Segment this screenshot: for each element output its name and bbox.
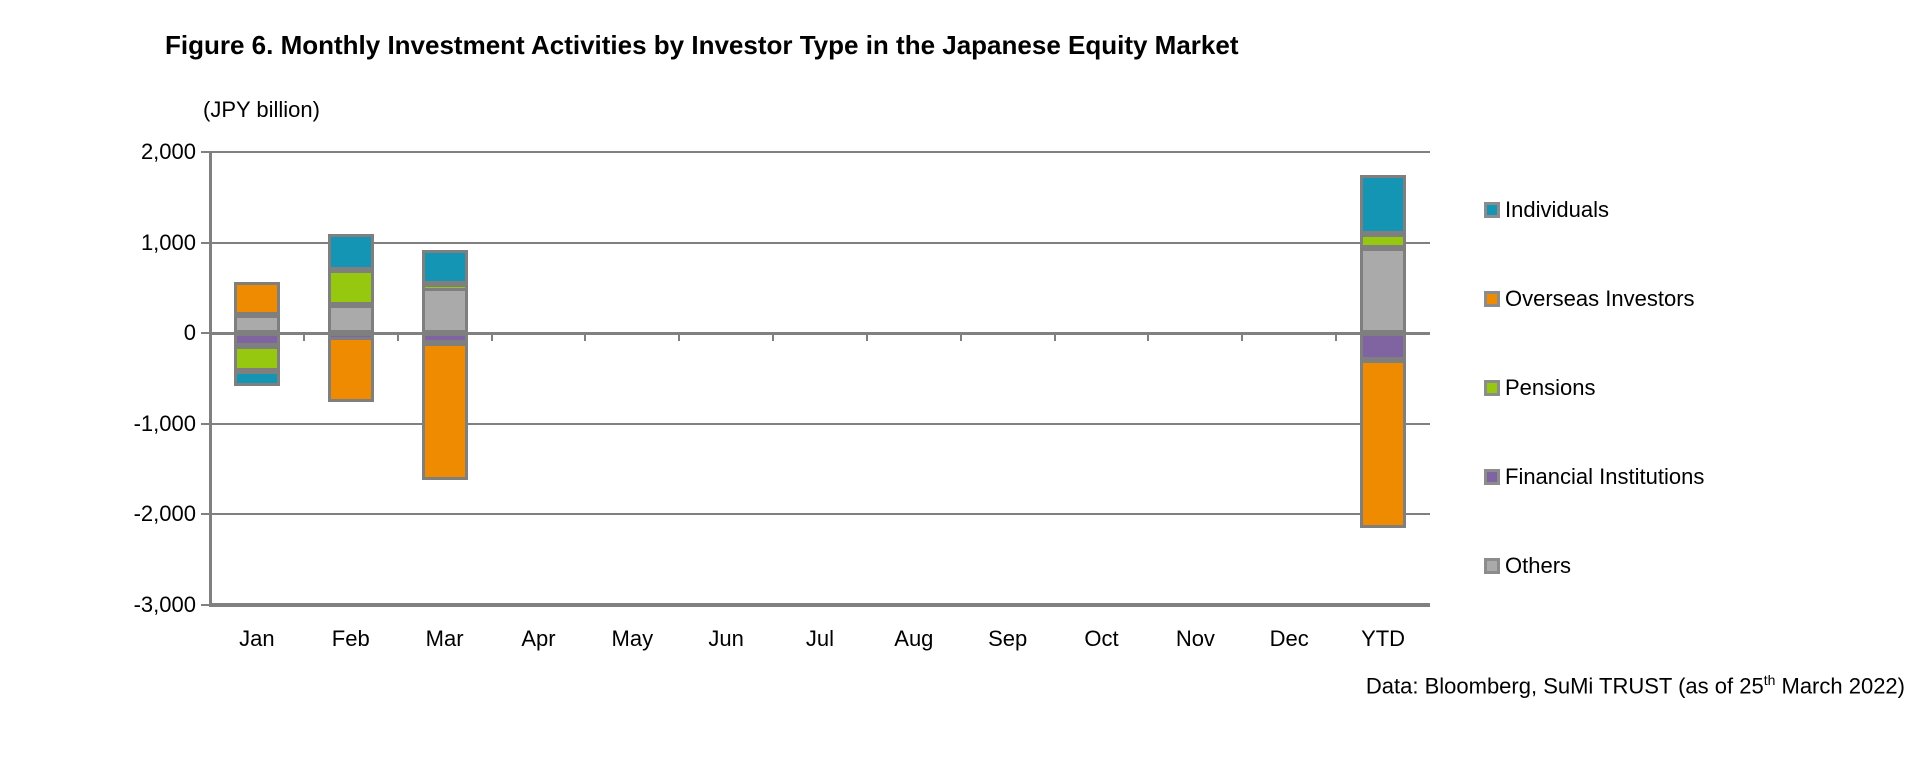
legend-label: Overseas Investors: [1505, 286, 1695, 311]
bar-segment-mar-financial-institutions: [421, 333, 468, 344]
y-axis-label: 2,000: [140, 139, 196, 164]
legend-marker-icon: [1484, 558, 1500, 574]
bar-segment-feb-pensions: [327, 269, 374, 306]
x-axis-label-jul: Jul: [805, 626, 835, 651]
bar-segment-feb-overseas-investors: [327, 336, 374, 403]
source-superscript: th: [1763, 672, 1776, 688]
source-text-prefix: Data: Bloomberg, SuMi TRUST (as of 25: [1365, 673, 1764, 699]
y-axis-label: -1,000: [133, 410, 196, 436]
legend-item-financial-institutions: Financial Institutions: [1484, 465, 1704, 489]
legend-marker-icon: [1484, 380, 1500, 396]
x-axis-label-ytd: YTD: [1361, 626, 1406, 651]
bar-segment-mar-others: [421, 287, 468, 334]
x-axis-label-mar: Mar: [425, 626, 464, 651]
x-axis-tick: [302, 333, 305, 342]
bar-segment-jan-others: [233, 315, 280, 334]
x-axis-tick: [584, 333, 587, 342]
legend-marker-icon: [1484, 202, 1500, 218]
gridline--1000: [210, 422, 1430, 425]
legend-item-overseas-investors: Overseas Investors: [1484, 287, 1695, 311]
x-axis-label-apr: Apr: [521, 626, 556, 651]
legend-label: Pensions: [1505, 375, 1596, 400]
bar-segment-ytd-pensions: [1360, 234, 1407, 249]
x-axis-label-dec: Dec: [1269, 626, 1309, 651]
x-axis-tick: [678, 333, 681, 342]
y-axis-tick: [201, 422, 210, 425]
x-axis-label-may: May: [611, 626, 654, 651]
bar-segment-ytd-financial-institutions: [1360, 333, 1407, 361]
y-axis-tick: [201, 332, 210, 335]
y-axis-tick: [201, 513, 210, 516]
y-axis-label: -2,000: [133, 501, 196, 527]
legend-marker-icon: [1484, 291, 1500, 307]
y-axis-tick: [201, 151, 210, 153]
y-axis-label: -3,000: [133, 592, 196, 617]
x-axis-label-feb: Feb: [331, 626, 370, 651]
axis-unit-label: (JPY billion): [203, 97, 320, 122]
legend-label: Individuals: [1505, 197, 1609, 222]
x-axis-tick: [1241, 333, 1244, 342]
legend-item-others: Others: [1484, 554, 1571, 578]
bar-segment-ytd-overseas-investors: [1360, 360, 1407, 528]
bar-segment-feb-individuals: [327, 233, 374, 270]
gridline-0: [210, 331, 1430, 335]
bar-segment-ytd-others: [1360, 248, 1407, 334]
x-axis-tick: [1053, 333, 1056, 342]
x-axis-tick: [1147, 333, 1150, 342]
gridline-1000: [210, 241, 1430, 244]
y-axis-tick: [201, 241, 210, 244]
bar-segment-jan-individuals: [233, 371, 280, 386]
legend-item-individuals: Individuals: [1484, 198, 1609, 222]
x-axis-label-jun: Jun: [708, 626, 744, 651]
y-axis-line: [209, 151, 212, 607]
x-axis-tick: [1335, 333, 1338, 342]
legend-marker-icon: [1484, 469, 1500, 485]
gridline--2000: [210, 513, 1430, 516]
bar-segment-feb-others: [327, 305, 374, 334]
x-axis-label-oct: Oct: [1084, 626, 1119, 651]
y-axis-label: 1,000: [140, 229, 196, 255]
y-axis-tick: [201, 604, 210, 606]
x-axis-tick: [865, 333, 868, 342]
gridline--3000: [210, 603, 1430, 607]
bar-segment-mar-individuals: [421, 249, 468, 285]
y-axis-label: 0: [183, 320, 196, 346]
x-axis-tick: [396, 333, 399, 342]
chart-title: Figure 6. Monthly Investment Activities …: [165, 30, 1239, 60]
bar-segment-mar-overseas-investors: [421, 343, 468, 480]
bar-segment-ytd-individuals: [1360, 174, 1407, 235]
x-axis-tick: [959, 333, 962, 342]
bar-segment-jan-pensions: [233, 345, 280, 372]
legend-label: Financial Institutions: [1505, 464, 1705, 489]
x-axis-label-jan: Jan: [239, 626, 275, 651]
legend-label: Others: [1505, 553, 1572, 578]
source-note: Data: Bloomberg, SuMi TRUST (as of 25th …: [1366, 672, 1905, 699]
gridline-2000: [210, 151, 1430, 153]
source-text-suffix: March 2022): [1775, 673, 1905, 699]
bar-segment-jan-financial-institutions: [233, 333, 280, 346]
x-axis-label-aug: Aug: [894, 626, 934, 651]
x-axis-label-nov: Nov: [1175, 626, 1215, 651]
bar-segment-jan-overseas-investors: [233, 281, 280, 316]
x-axis-label-sep: Sep: [988, 626, 1028, 651]
x-axis-tick: [772, 333, 775, 342]
x-axis-tick: [490, 333, 493, 342]
bar-segment-mar-pensions: [421, 284, 468, 292]
legend-item-pensions: Pensions: [1484, 376, 1596, 400]
